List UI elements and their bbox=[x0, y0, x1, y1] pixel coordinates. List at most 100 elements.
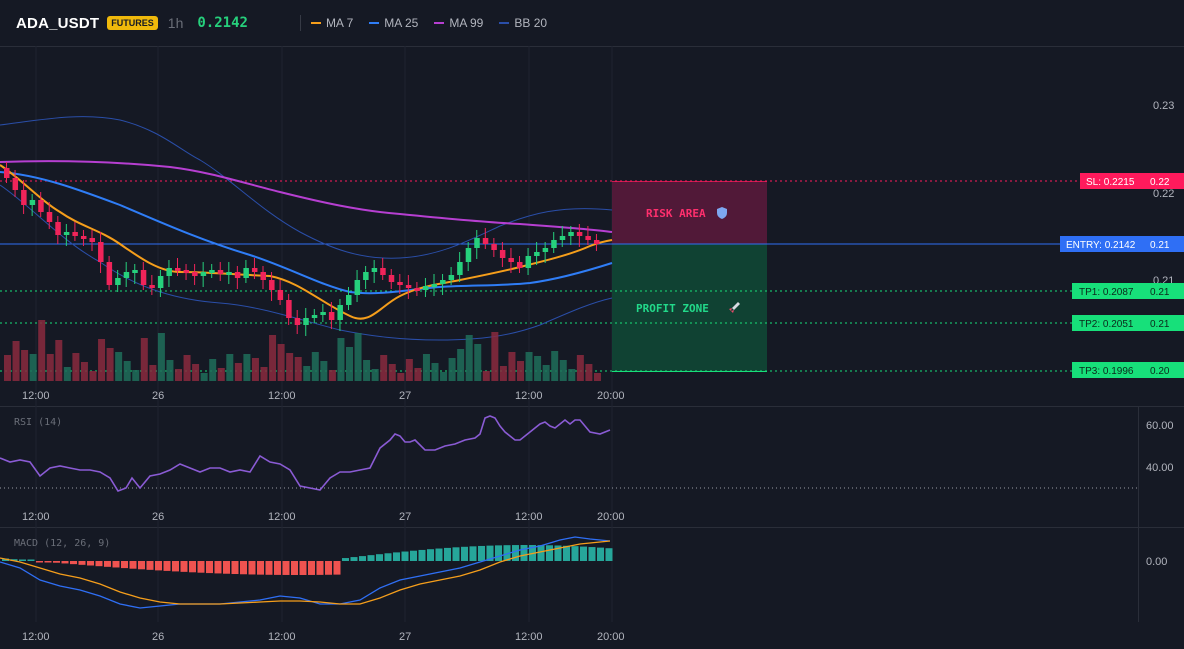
tp2-tag[interactable] bbox=[1072, 315, 1140, 331]
candle-body[interactable] bbox=[21, 190, 27, 205]
candle-body[interactable] bbox=[568, 232, 574, 236]
candle-body[interactable] bbox=[115, 278, 121, 285]
candle-body[interactable] bbox=[448, 275, 455, 280]
tp3-tag-label: TP3: 0.1996 bbox=[1079, 366, 1134, 377]
sl-tag[interactable] bbox=[1080, 173, 1138, 189]
volume-bar bbox=[448, 358, 456, 381]
candle-body[interactable] bbox=[517, 262, 523, 268]
candle-body[interactable] bbox=[294, 318, 301, 325]
candle-body[interactable] bbox=[593, 240, 600, 244]
rsi-label[interactable]: RSI (14) bbox=[14, 417, 62, 428]
candle-body[interactable] bbox=[269, 280, 275, 290]
candle-body[interactable] bbox=[217, 270, 224, 274]
legend-ma99[interactable]: MA 99 bbox=[434, 16, 483, 30]
volume-bar bbox=[320, 361, 328, 381]
candle-body[interactable] bbox=[559, 236, 566, 240]
candle-body[interactable] bbox=[132, 270, 138, 273]
candle-body[interactable] bbox=[209, 270, 215, 273]
candle-body[interactable] bbox=[72, 232, 78, 236]
candle-body[interactable] bbox=[320, 312, 326, 315]
volume-bar bbox=[354, 333, 362, 381]
candle-body[interactable] bbox=[12, 178, 19, 190]
candle-body[interactable] bbox=[38, 200, 44, 212]
candle-body[interactable] bbox=[440, 280, 446, 284]
candle-body[interactable] bbox=[525, 256, 532, 268]
candle-body[interactable] bbox=[286, 300, 292, 318]
candle-body[interactable] bbox=[277, 290, 284, 300]
time-label: 26 bbox=[152, 631, 164, 643]
rsi-axis-40: 40.00 bbox=[1146, 462, 1174, 474]
candle-body[interactable] bbox=[585, 236, 591, 240]
volume-bar bbox=[251, 358, 259, 381]
candle-body[interactable] bbox=[192, 272, 198, 276]
candle-body[interactable] bbox=[200, 272, 207, 276]
candle-body[interactable] bbox=[576, 232, 583, 236]
symbol-name[interactable]: ADA_USDT bbox=[16, 14, 100, 32]
candle-body[interactable] bbox=[166, 268, 172, 276]
candle-body[interactable] bbox=[123, 272, 130, 278]
candle-body[interactable] bbox=[414, 288, 420, 291]
candle-body[interactable] bbox=[542, 248, 549, 252]
tp3-tag[interactable] bbox=[1072, 362, 1140, 378]
risk-area-zone[interactable] bbox=[612, 181, 767, 244]
candle-body[interactable] bbox=[474, 238, 480, 248]
candle-body[interactable] bbox=[80, 236, 87, 239]
candle-body[interactable] bbox=[508, 258, 514, 262]
candle-body[interactable] bbox=[371, 268, 378, 272]
candle-body[interactable] bbox=[251, 268, 258, 272]
candle-body[interactable] bbox=[534, 252, 540, 256]
profit-zone[interactable] bbox=[612, 244, 767, 371]
tp1-tag-label: TP1: 0.2087 bbox=[1079, 287, 1134, 298]
volume-bar bbox=[286, 353, 294, 381]
legend-bb20[interactable]: BB 20 bbox=[499, 16, 547, 30]
candle-body[interactable] bbox=[328, 312, 335, 320]
candle-body[interactable] bbox=[311, 315, 318, 318]
entry-tag[interactable] bbox=[1060, 236, 1140, 252]
candle-body[interactable] bbox=[4, 168, 10, 178]
candle-body[interactable] bbox=[183, 270, 190, 273]
macd-histogram-bar bbox=[486, 545, 494, 561]
candle-body[interactable] bbox=[482, 238, 489, 244]
candle-body[interactable] bbox=[337, 305, 343, 320]
candle-body[interactable] bbox=[226, 272, 232, 275]
candle-body[interactable] bbox=[465, 248, 472, 262]
legend-ma25[interactable]: MA 25 bbox=[369, 16, 418, 30]
candle-body[interactable] bbox=[98, 242, 104, 262]
candle-body[interactable] bbox=[29, 200, 36, 205]
candle-body[interactable] bbox=[140, 270, 147, 285]
candle-body[interactable] bbox=[157, 276, 164, 288]
candle-body[interactable] bbox=[363, 272, 369, 280]
candle-body[interactable] bbox=[431, 284, 438, 287]
tp2-axis-label: 0.21 bbox=[1150, 319, 1170, 330]
candle-body[interactable] bbox=[491, 244, 497, 250]
candle-body[interactable] bbox=[260, 272, 267, 280]
candle-body[interactable] bbox=[346, 295, 352, 305]
legend-ma7[interactable]: MA 7 bbox=[310, 16, 353, 30]
candle-body[interactable] bbox=[422, 286, 429, 290]
candle-body[interactable] bbox=[234, 272, 241, 278]
candle-body[interactable] bbox=[106, 262, 113, 285]
candle-body[interactable] bbox=[63, 232, 70, 235]
macd-label[interactable]: MACD (12, 26, 9) bbox=[14, 538, 110, 549]
macd-histogram-bar bbox=[571, 546, 579, 561]
candle-body[interactable] bbox=[457, 262, 463, 275]
candle-body[interactable] bbox=[405, 285, 412, 288]
volume-bar bbox=[388, 364, 396, 381]
candle-body[interactable] bbox=[303, 318, 309, 325]
candle-body[interactable] bbox=[89, 238, 96, 242]
candle-body[interactable] bbox=[55, 222, 61, 235]
candle-body[interactable] bbox=[149, 285, 155, 288]
candle-body[interactable] bbox=[397, 282, 403, 285]
candle-body[interactable] bbox=[354, 280, 361, 295]
candle-body[interactable] bbox=[175, 268, 181, 271]
timeframe-label[interactable]: 1h bbox=[167, 15, 184, 31]
candle-body[interactable] bbox=[243, 268, 249, 278]
candle-body[interactable] bbox=[46, 212, 53, 222]
candle-body[interactable] bbox=[380, 268, 386, 275]
candles-group[interactable] bbox=[4, 162, 600, 336]
tp1-tag[interactable] bbox=[1072, 283, 1140, 299]
candle-body[interactable] bbox=[551, 240, 557, 248]
candle-body[interactable] bbox=[388, 275, 395, 282]
candle-body[interactable] bbox=[499, 250, 506, 258]
